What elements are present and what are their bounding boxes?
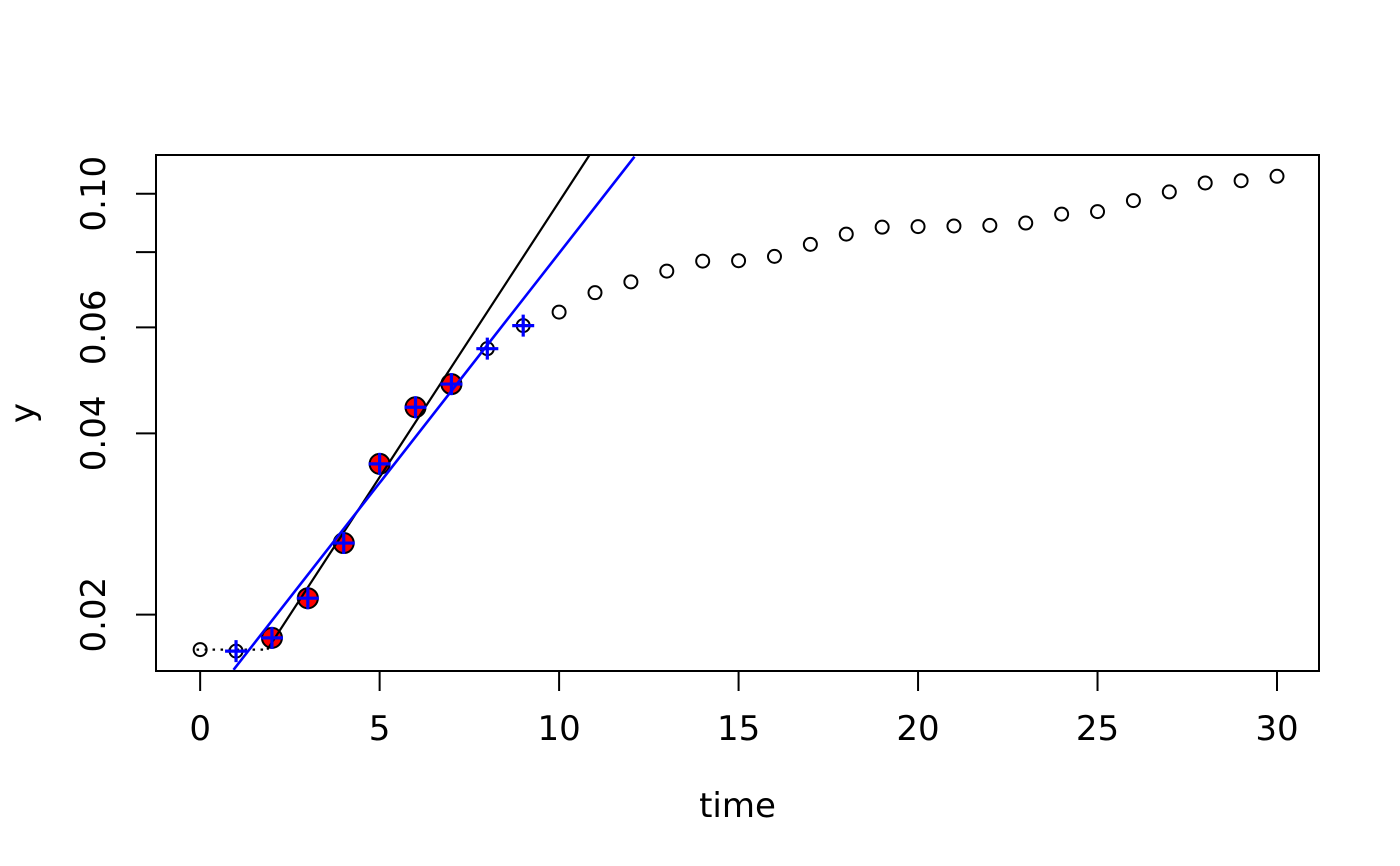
- plot-box: [155, 154, 1320, 672]
- observation-point: [1125, 193, 1141, 209]
- fit2-used-point: [404, 396, 427, 419]
- fit2-used-point: [296, 587, 319, 610]
- observation-point: [587, 285, 603, 301]
- plot-generated-content: 0 5 10 15 20 25 30 0.02 0.04 0.06 0.10: [74, 154, 1320, 749]
- observation-point: [1054, 206, 1070, 222]
- fit1-regression-line: [266, 154, 591, 651]
- y-tick-label: 0.02: [74, 577, 114, 653]
- observation-point: [946, 218, 962, 234]
- fit2-used-point: [368, 452, 391, 475]
- fit2-used-point: [225, 640, 248, 663]
- fit2-regression-line: [232, 155, 636, 671]
- fit2-used-point: [512, 314, 535, 337]
- fit2-used-point: [260, 626, 283, 649]
- observation-point: [1197, 175, 1213, 191]
- observation-point: [1090, 204, 1106, 220]
- observation-point: [1161, 184, 1177, 200]
- observation-point: [838, 226, 854, 242]
- observation-point: [766, 248, 782, 264]
- x-tick-label: 20: [896, 709, 939, 749]
- observation-point: [910, 219, 926, 235]
- fit2-used-point: [476, 337, 499, 360]
- observation-point: [982, 217, 998, 233]
- observation-point: [874, 219, 890, 235]
- observation-point: [802, 236, 818, 252]
- y-axis-title: y: [3, 403, 43, 423]
- observation-point: [623, 274, 639, 290]
- observation-point: [1233, 173, 1249, 189]
- x-tick-label: 15: [717, 709, 760, 749]
- x-tick-label: 0: [189, 709, 211, 749]
- x-tick-label: 25: [1076, 709, 1119, 749]
- y-tick-label: 0.10: [74, 156, 114, 232]
- observation-point: [659, 263, 675, 279]
- observation-point: [551, 304, 567, 320]
- x-axis-title: time: [699, 786, 776, 826]
- y-tick-label: 0.04: [74, 396, 114, 472]
- observation-point: [731, 253, 747, 269]
- x-tick-label: 30: [1255, 709, 1298, 749]
- x-tick-label: 10: [537, 709, 580, 749]
- fit2-used-point: [440, 373, 463, 396]
- observation-point: [695, 253, 711, 269]
- fit2-used-point: [332, 532, 355, 555]
- observation-point: [1018, 215, 1034, 231]
- observation-point: [1269, 168, 1285, 184]
- y-tick-label: 0.06: [74, 289, 114, 365]
- x-tick-label: 5: [369, 709, 391, 749]
